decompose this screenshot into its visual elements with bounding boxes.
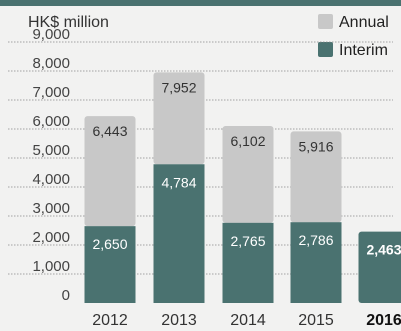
- x-tick-label: 2012: [92, 312, 128, 329]
- y-tick-label: 5,000: [32, 142, 70, 159]
- y-tick-label: 3,000: [32, 200, 70, 217]
- x-tick-label: 2015: [298, 312, 334, 329]
- bar-annual-2012: [84, 116, 136, 227]
- data-label-annual: 5,916: [298, 138, 333, 154]
- data-label-interim: 2,650: [92, 236, 127, 252]
- legend-item-interim: Interim: [318, 42, 388, 60]
- y-tick-label: 4,000: [32, 171, 70, 188]
- y-tick-label: 8,000: [32, 55, 70, 72]
- data-label-annual: 6,443: [92, 123, 127, 139]
- x-tick-label: 2016: [366, 312, 401, 329]
- y-tick-label: 6,000: [32, 113, 70, 130]
- y-tick-label: 9,000: [32, 26, 70, 43]
- top-accent-bar: [0, 0, 401, 6]
- data-label-interim: 2,463: [366, 242, 401, 258]
- bar-annual-2013: [153, 72, 205, 165]
- x-tick-label: 2013: [161, 312, 197, 329]
- legend-swatch-interim: [318, 42, 333, 57]
- x-tick-label: 2014: [230, 312, 266, 329]
- legend-label-annual: Annual: [339, 14, 389, 31]
- bar-interim-2013: [153, 164, 205, 303]
- y-tick-label: 2,000: [32, 229, 70, 246]
- data-label-annual: 6,102: [230, 133, 265, 149]
- bar-interim-2014: [222, 222, 274, 303]
- y-tick-label: 0: [62, 287, 70, 304]
- bar-annual-2015: [290, 131, 342, 223]
- y-tick-label: 7,000: [32, 84, 70, 101]
- y-tick-label: 1,000: [32, 258, 70, 275]
- legend-swatch-annual: [318, 14, 333, 29]
- bar-interim-2012: [84, 226, 136, 303]
- data-label-annual: 7,952: [161, 79, 196, 95]
- bar-annual-2014: [222, 126, 274, 223]
- legend-item-annual: Annual: [318, 14, 389, 32]
- unit-label: HK$ million: [28, 14, 109, 31]
- data-label-interim: 2,765: [230, 233, 265, 249]
- bar-interim-2015: [290, 222, 342, 303]
- legend-label-interim: Interim: [339, 42, 388, 59]
- data-label-interim: 4,784: [161, 174, 196, 190]
- data-label-interim: 2,786: [298, 232, 333, 248]
- bar-interim-2016: [358, 231, 401, 303]
